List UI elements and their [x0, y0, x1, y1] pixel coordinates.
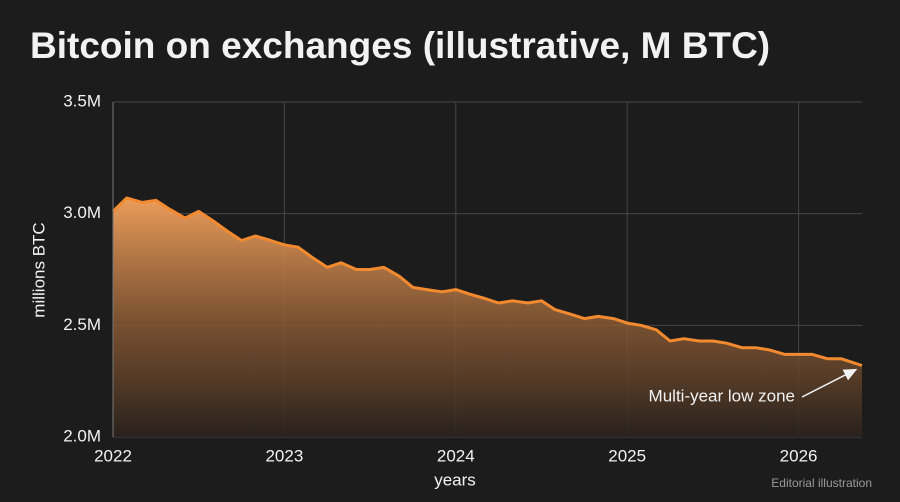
footnote: Editorial illustration	[771, 476, 872, 490]
chart-title: Bitcoin on exchanges (illustrative, M BT…	[30, 25, 770, 66]
annotation: Multi-year low zone	[649, 386, 795, 405]
y-axis-label: millions BTC	[29, 222, 48, 317]
x-tick-label: 2022	[94, 446, 132, 465]
y-tick-label: 2.5M	[63, 315, 101, 334]
area	[113, 198, 862, 437]
x-tick-label: 2024	[437, 446, 475, 465]
y-tick-label: 2.0M	[63, 426, 101, 445]
y-tick-label: 3.0M	[63, 203, 101, 222]
y-tick-label: 3.5M	[63, 91, 101, 110]
x-tick-label: 2026	[780, 446, 818, 465]
x-axis-label: years	[434, 470, 476, 489]
annotation-arrow	[801, 368, 858, 398]
x-tick-label: 2023	[265, 446, 303, 465]
line	[111, 196, 863, 367]
x-tick-label: 2025	[608, 446, 646, 465]
